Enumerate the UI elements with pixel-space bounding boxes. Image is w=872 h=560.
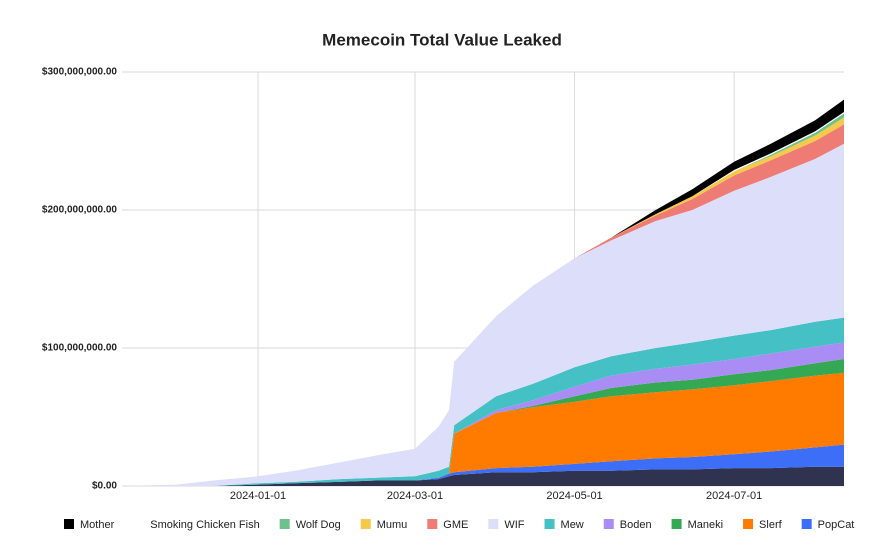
legend-label: Slerf <box>759 519 783 531</box>
y-tick-label: $300,000,000.00 <box>42 67 118 78</box>
y-tick-label: $100,000,000.00 <box>42 343 118 354</box>
legend-label: WIF <box>504 519 524 531</box>
legend-label: GME <box>443 519 468 531</box>
areas <box>122 99 844 487</box>
axis-labels: $0.00 $100,000,000.00 $200,000,000.00 $300,… <box>42 67 762 502</box>
legend-label: Smoking Chicken Fish <box>150 519 259 531</box>
legend-label: Mother <box>80 519 115 531</box>
legend-label: Mumu <box>377 519 408 531</box>
legend-swatch <box>671 519 682 529</box>
legend-swatch <box>743 519 754 529</box>
y-tick-label: $0.00 <box>92 481 117 492</box>
area <box>122 372 844 486</box>
area <box>122 342 844 486</box>
legend-label: Boden <box>620 519 652 531</box>
x-tick-label: 2024-01-01 <box>230 490 286 502</box>
legend-swatch <box>801 519 812 529</box>
legend-swatch <box>427 519 438 529</box>
area <box>122 359 844 486</box>
legend: Mother Smoking Chicken Fish Wolf Dog Mumu GM… <box>64 519 855 531</box>
legend-swatch <box>279 519 290 529</box>
legend-swatch <box>360 519 371 529</box>
legend-swatch <box>64 519 74 529</box>
legend-label: Wolf Dog <box>296 519 341 531</box>
area <box>122 317 844 486</box>
y-tick-label: $200,000,000.00 <box>42 205 118 216</box>
area <box>122 143 844 487</box>
chart-title: Memecoin Total Value Leaked <box>322 30 562 49</box>
area <box>122 444 844 486</box>
legend-swatch <box>544 519 555 529</box>
legend-swatch <box>603 519 614 529</box>
legend-label: Maneki <box>688 519 723 531</box>
legend-swatch <box>488 519 499 529</box>
legend-label: PopCat <box>818 519 855 531</box>
area <box>122 466 844 486</box>
legend-label: Mew <box>561 519 584 531</box>
area <box>122 124 844 487</box>
x-tick-label: 2024-05-01 <box>546 490 602 502</box>
x-tick-label: 2024-03-01 <box>387 490 443 502</box>
legend-swatch <box>134 519 145 529</box>
x-tick-label: 2024-07-01 <box>706 490 762 502</box>
